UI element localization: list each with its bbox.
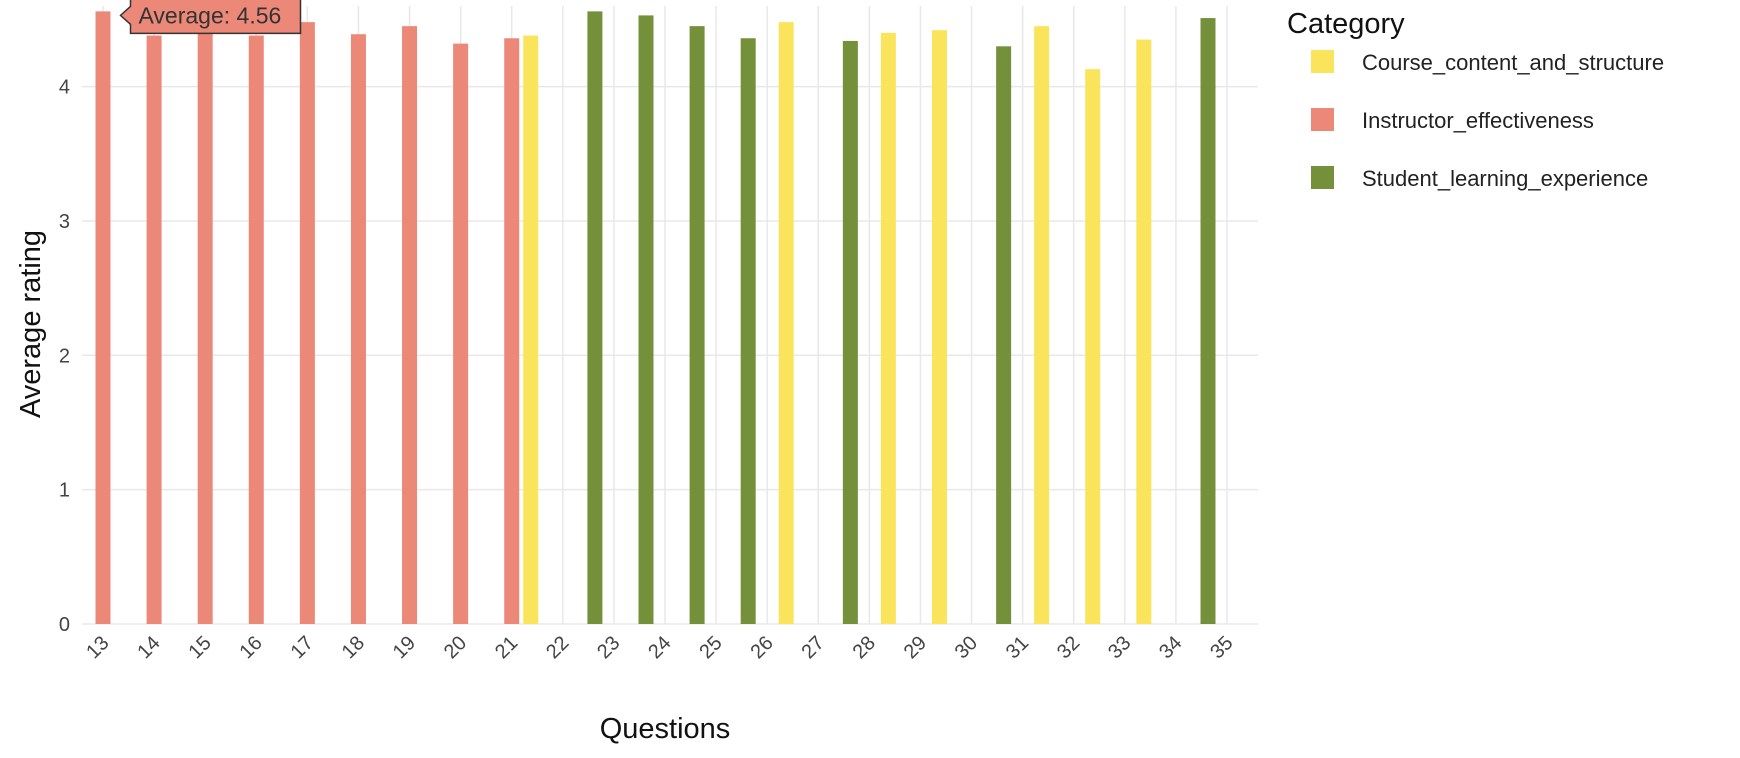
legend-swatch[interactable] [1311,166,1334,189]
x-tick-label: 16 [236,632,267,663]
y-axis-ticks: 0 1 2 3 4 [59,77,70,636]
y-tick-label: 4 [59,77,70,99]
x-tick-label: 34 [1155,632,1186,663]
x-tick-label: 29 [900,632,931,663]
x-tick-label: 33 [1104,632,1135,663]
x-tick-label: 18 [338,632,369,663]
y-axis-title: Average rating [15,230,47,418]
bar[interactable] [197,30,213,624]
x-tick-label: 23 [593,632,624,663]
x-tick-label: 22 [542,632,573,663]
x-tick-label: 19 [389,632,420,663]
bar[interactable] [778,22,794,624]
legend-swatch[interactable] [1311,108,1334,131]
x-tick-label: 21 [491,632,522,663]
tooltip-box [119,0,302,35]
legend-label[interactable]: Instructor_effectiveness [1362,108,1594,133]
x-tick-label: 30 [951,632,982,663]
bar[interactable] [402,26,418,625]
bar[interactable] [504,38,520,625]
x-tick-label: 28 [849,632,880,663]
bar[interactable] [638,15,654,624]
bars [95,11,1216,625]
bar[interactable] [931,30,947,624]
x-tick-label: 13 [82,632,113,663]
y-tick-label: 1 [59,480,70,502]
bar[interactable] [587,11,603,625]
x-tick-label: 15 [184,632,215,663]
y-tick-label: 3 [59,211,70,233]
bar[interactable] [1085,69,1101,624]
bar[interactable] [1034,26,1050,625]
bar[interactable] [146,35,162,625]
legend-swatch[interactable] [1311,50,1334,73]
y-tick-label: 2 [59,345,70,367]
hover-tooltip: Average: 4.56 [119,0,302,35]
x-tick-label: 20 [440,632,471,663]
x-tick-label: 26 [746,632,777,663]
x-tick-label: 32 [1053,632,1084,663]
y-tick-label: 0 [59,614,70,636]
bar[interactable] [299,22,315,624]
x-tick-label: 35 [1206,632,1237,663]
x-axis-title: Questions [600,713,731,745]
bar[interactable] [880,32,896,624]
x-tick-label: 24 [644,632,675,663]
legend-title: Category [1287,8,1405,40]
bar[interactable] [740,38,756,625]
bar[interactable] [523,35,539,625]
bar[interactable] [248,35,264,625]
bar[interactable] [453,43,469,625]
bar[interactable] [1200,18,1216,624]
legend: Category Course_content_and_structure Ins… [1287,8,1664,191]
bar[interactable] [1136,39,1152,624]
x-axis-ticks: 13 14 15 16 17 18 19 20 21 22 23 24 25 26 27 28 29 30 31 32… [82,632,1237,663]
legend-label[interactable]: Student_learning_experience [1362,166,1648,191]
bar[interactable] [350,34,366,625]
x-tick-label: 14 [133,632,164,663]
bar[interactable] [689,26,705,625]
x-tick-label: 31 [1002,632,1033,663]
legend-label[interactable]: Course_content_and_structure [1362,50,1664,75]
x-tick-label: 17 [287,632,318,663]
tooltip-text: Average: 4.56 [139,2,282,28]
x-tick-label: 25 [695,632,726,663]
bar[interactable] [842,40,858,625]
x-tick-label: 27 [798,632,829,663]
bar[interactable] [95,11,111,625]
bar[interactable] [996,46,1012,625]
